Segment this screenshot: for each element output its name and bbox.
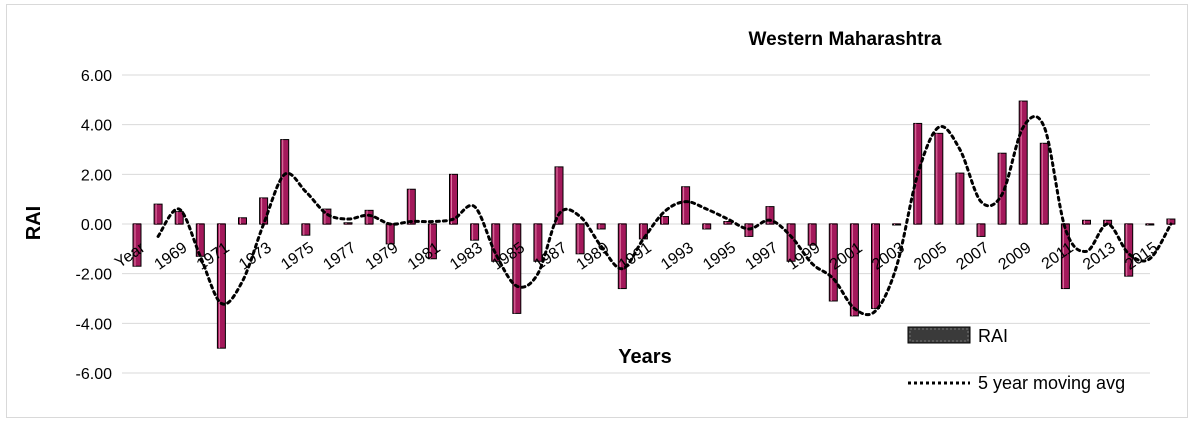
rai-bars (132, 100, 1176, 349)
rai-bar (1145, 223, 1155, 226)
rai-bar (596, 223, 606, 230)
rai-bar (828, 223, 838, 302)
x-tick-label: 1983 (447, 239, 486, 273)
x-tick-label: 1979 (363, 239, 402, 273)
rai-bar (871, 223, 880, 309)
legend-swatch-rai (907, 326, 971, 344)
rai-bar (512, 223, 522, 314)
y-tick-label: 4.00 (81, 118, 112, 135)
rai-bar (153, 203, 163, 225)
rai-bar (554, 166, 564, 225)
rai-bar (406, 188, 416, 225)
x-axis-ticks: Year 1969 1971 1973 1975 1977 1979 1981 1983 1985… (112, 239, 1161, 274)
y-axis-ticks: 6.00 4.00 2.00 0.00 -2.00 -4.00 -6.00 (76, 68, 113, 383)
rai-bar (533, 223, 543, 262)
x-tick-label: 2011 (1039, 239, 1077, 273)
rai-bar (1166, 218, 1176, 225)
rai-bar (280, 139, 290, 225)
x-axis-title: Years (618, 346, 671, 368)
legend-item-rai: RAI (907, 326, 1008, 346)
x-tick-label: 1981 (405, 239, 444, 273)
moving-average-line (156, 115, 1173, 317)
x-tick-label: 1997 (742, 239, 781, 273)
x-tick-label: 1993 (658, 239, 697, 273)
y-tick-label: 0.00 (81, 217, 112, 234)
y-tick-label: 2.00 (81, 167, 112, 184)
rai-bar (364, 209, 374, 225)
rai-bar (976, 223, 986, 237)
rai-bar (892, 223, 902, 226)
moving-average-path (156, 115, 1173, 317)
rai-bar (934, 132, 944, 225)
rai-bar (449, 173, 458, 225)
x-tick-label: 1969 (152, 239, 191, 273)
rai-bar (427, 223, 437, 260)
legend: RAI 5 year moving avg (907, 326, 1125, 393)
rai-bar (301, 223, 311, 236)
legend-label-rai: RAI (978, 326, 1008, 346)
rai-bar (1018, 100, 1028, 225)
legend-item-moving-avg: 5 year moving avg (908, 373, 1125, 393)
legend-label-moving-avg: 5 year moving avg (978, 373, 1125, 393)
rai-bar (955, 172, 965, 225)
y-tick-label: -4.00 (76, 316, 113, 333)
x-tick-label: Year (112, 239, 149, 272)
rai-bar (849, 223, 859, 317)
y-axis-title: RAI (23, 206, 45, 240)
rai-bar (575, 223, 585, 255)
rai-bar (238, 217, 247, 225)
rai-bar (807, 223, 817, 246)
gridlines (122, 74, 1175, 374)
rai-bar (1039, 142, 1049, 225)
rai-bar (617, 223, 627, 290)
rai-bar (174, 211, 184, 225)
y-tick-label: -2.00 (76, 267, 113, 284)
rai-bar (765, 206, 775, 225)
chart-frame (6, 4, 1188, 418)
rai-bar (702, 223, 712, 230)
rai-bar (195, 223, 205, 257)
x-tick-label: 2005 (911, 239, 950, 273)
chart-title: Western Maharashtra (749, 29, 942, 50)
rai-bar (216, 223, 226, 349)
y-tick-label: -6.00 (76, 366, 113, 383)
x-tick-label: 2007 (953, 239, 992, 273)
rai-bar (681, 186, 691, 225)
rai-bar (660, 216, 669, 225)
x-tick-label: 1995 (700, 239, 739, 273)
x-tick-label: 1977 (320, 239, 359, 273)
x-tick-label: 2009 (996, 239, 1035, 273)
x-tick-label: 2013 (1080, 239, 1119, 273)
rai-bar (1082, 219, 1091, 225)
x-tick-label: 1975 (278, 239, 317, 273)
rai-bar (132, 223, 142, 267)
y-tick-label: 6.00 (81, 68, 112, 85)
rai-bar (343, 222, 353, 225)
legend-swatch-texture (909, 328, 969, 342)
rai-bar (1060, 223, 1070, 290)
rai-bar (470, 223, 480, 241)
